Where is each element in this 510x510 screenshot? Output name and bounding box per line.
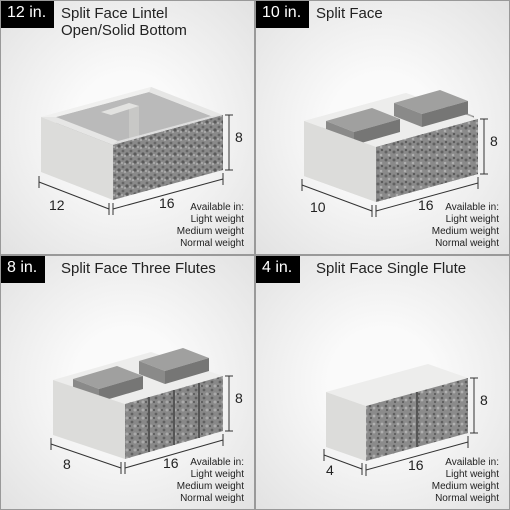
dim-depth: 10 — [310, 199, 326, 215]
size-badge: 4 in. — [256, 256, 300, 283]
block-title: Split Face Single Flute — [316, 260, 466, 277]
panel-4in: 4 in. Split Face Single Flute — [255, 255, 510, 510]
dim-height: 8 — [490, 133, 498, 149]
block-title: Split Face Lintel Open/Solid Bottom — [61, 5, 187, 40]
availability: Available in: Light weight Medium weight… — [432, 202, 499, 250]
panel-12in: 12 in. Split Face Lintel Open/Solid Bott… — [0, 0, 255, 255]
availability: Available in: Light weight Medium weight… — [432, 457, 499, 505]
dim-height: 8 — [480, 392, 488, 408]
availability: Available in: Light weight Medium weight… — [177, 202, 244, 250]
dim-length: 16 — [159, 195, 175, 211]
dim-depth: 8 — [63, 456, 71, 472]
catalog-grid: 12 in. Split Face Lintel Open/Solid Bott… — [0, 0, 510, 510]
dim-height: 8 — [235, 390, 243, 406]
panel-10in: 10 in. Split Face — [255, 0, 510, 255]
panel-8in: 8 in. Split Face Three Flutes — [0, 255, 255, 510]
dim-depth: 4 — [326, 462, 334, 478]
block-title: Split Face Three Flutes — [61, 260, 216, 277]
dim-height: 8 — [235, 129, 243, 145]
size-badge: 10 in. — [256, 1, 309, 28]
size-badge: 12 in. — [1, 1, 54, 28]
availability: Available in: Light weight Medium weight… — [177, 457, 244, 505]
size-badge: 8 in. — [1, 256, 45, 283]
block-title: Split Face — [316, 5, 383, 22]
dim-length: 16 — [408, 457, 424, 473]
dim-depth: 12 — [49, 197, 65, 213]
